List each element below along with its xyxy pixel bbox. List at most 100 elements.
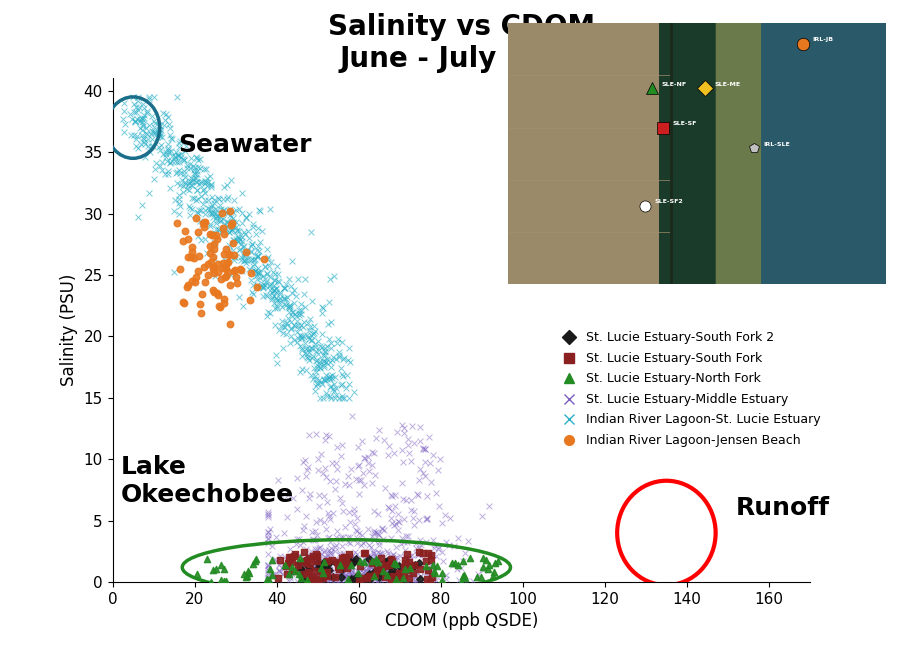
St. Lucie Estuary-South Fork 2 <box>334 572 348 583</box>
Indian River Lagoon-St. Lucie Estuary <box>176 155 191 165</box>
Indian River Lagoon-St. Lucie Estuary <box>204 209 219 219</box>
Indian River Lagoon-St. Lucie Estuary <box>237 250 251 261</box>
Indian River Lagoon-St. Lucie Estuary <box>333 380 347 390</box>
Indian River Lagoon-St. Lucie Estuary <box>158 120 172 131</box>
St. Lucie Estuary-Middle Estuary <box>381 555 395 566</box>
St. Lucie Estuary-Middle Estuary <box>418 471 432 481</box>
St. Lucie Estuary-Middle Estuary <box>336 532 350 542</box>
St. Lucie Estuary-South Fork 2 <box>386 569 400 579</box>
St. Lucie Estuary-Middle Estuary <box>320 549 334 559</box>
St. Lucie Estuary-South Fork 2 <box>374 562 388 573</box>
St. Lucie Estuary-South Fork <box>420 564 435 575</box>
Indian River Lagoon-Jensen Beach <box>176 236 191 247</box>
St. Lucie Estuary-Middle Estuary <box>283 572 297 583</box>
St. Lucie Estuary-Middle Estuary <box>307 570 321 581</box>
St. Lucie Estuary-Middle Estuary <box>354 575 368 585</box>
Indian River Lagoon-St. Lucie Estuary <box>145 126 159 136</box>
St. Lucie Estuary-North Fork <box>476 562 491 573</box>
St. Lucie Estuary-Middle Estuary <box>362 553 376 564</box>
Indian River Lagoon-St. Lucie Estuary <box>139 123 153 133</box>
Indian River Lagoon-St. Lucie Estuary <box>217 254 231 265</box>
Indian River Lagoon-St. Lucie Estuary <box>323 362 338 372</box>
St. Lucie Estuary-Middle Estuary <box>344 569 358 579</box>
St. Lucie Estuary-North Fork <box>486 571 500 581</box>
Indian River Lagoon-St. Lucie Estuary <box>293 320 308 330</box>
Text: Seawater: Seawater <box>178 133 311 157</box>
St. Lucie Estuary-South Fork <box>424 549 438 560</box>
Indian River Lagoon-St. Lucie Estuary <box>178 146 193 156</box>
St. Lucie Estuary-Middle Estuary <box>420 513 435 524</box>
Indian River Lagoon-St. Lucie Estuary <box>200 173 214 183</box>
Indian River Lagoon-St. Lucie Estuary <box>142 94 157 105</box>
Indian River Lagoon-St. Lucie Estuary <box>324 343 338 353</box>
Indian River Lagoon-St. Lucie Estuary <box>293 331 308 341</box>
Indian River Lagoon-St. Lucie Estuary <box>129 102 143 112</box>
Indian River Lagoon-St. Lucie Estuary <box>128 116 142 127</box>
Indian River Lagoon-St. Lucie Estuary <box>199 177 213 187</box>
Indian River Lagoon-St. Lucie Estuary <box>256 270 270 281</box>
St. Lucie Estuary-South Fork <box>281 557 295 568</box>
St. Lucie Estuary-Middle Estuary <box>302 574 317 584</box>
St. Lucie Estuary-Middle Estuary <box>334 570 348 580</box>
St. Lucie Estuary-Middle Estuary <box>337 574 351 584</box>
St. Lucie Estuary-South Fork <box>401 572 416 583</box>
Indian River Lagoon-Jensen Beach <box>194 308 209 318</box>
St. Lucie Estuary-Middle Estuary <box>365 478 380 489</box>
St. Lucie Estuary-South Fork <box>291 560 305 570</box>
Indian River Lagoon-St. Lucie Estuary <box>208 239 222 249</box>
St. Lucie Estuary-Middle Estuary <box>329 568 344 578</box>
Indian River Lagoon-St. Lucie Estuary <box>293 341 308 351</box>
St. Lucie Estuary-Middle Estuary <box>381 450 395 460</box>
Indian River Lagoon-St. Lucie Estuary <box>135 129 149 140</box>
St. Lucie Estuary-Middle Estuary <box>370 554 384 564</box>
St. Lucie Estuary-Middle Estuary <box>274 563 289 574</box>
Indian River Lagoon-St. Lucie Estuary <box>238 229 252 239</box>
Indian River Lagoon-St. Lucie Estuary <box>315 379 329 389</box>
St. Lucie Estuary-Middle Estuary <box>394 538 409 549</box>
Indian River Lagoon-St. Lucie Estuary <box>335 369 349 379</box>
Indian River Lagoon-St. Lucie Estuary <box>302 355 316 366</box>
Y-axis label: Salinity (PSU): Salinity (PSU) <box>59 274 77 387</box>
St. Lucie Estuary-Middle Estuary <box>400 495 414 506</box>
Indian River Lagoon-St. Lucie Estuary <box>317 355 331 366</box>
St. Lucie Estuary-North Fork <box>436 568 450 579</box>
Indian River Lagoon-St. Lucie Estuary <box>248 266 262 276</box>
Indian River Lagoon-St. Lucie Estuary <box>327 379 341 389</box>
Indian River Lagoon-St. Lucie Estuary <box>273 287 287 298</box>
St. Lucie Estuary-Middle Estuary <box>329 441 344 452</box>
St. Lucie Estuary-Middle Estuary <box>362 565 376 576</box>
Indian River Lagoon-St. Lucie Estuary <box>235 188 249 198</box>
Indian River Lagoon-St. Lucie Estuary <box>184 203 199 214</box>
St. Lucie Estuary-Middle Estuary <box>401 448 416 458</box>
St. Lucie Estuary-Middle Estuary <box>332 568 347 578</box>
Indian River Lagoon-St. Lucie Estuary <box>203 207 218 217</box>
Indian River Lagoon-St. Lucie Estuary <box>134 117 148 128</box>
St. Lucie Estuary-Middle Estuary <box>269 532 284 542</box>
St. Lucie Estuary-Middle Estuary <box>328 542 342 553</box>
St. Lucie Estuary-Middle Estuary <box>261 534 275 544</box>
Indian River Lagoon-St. Lucie Estuary <box>137 110 151 120</box>
Indian River Lagoon-St. Lucie Estuary <box>236 301 250 311</box>
St. Lucie Estuary-Middle Estuary <box>322 553 337 563</box>
Indian River Lagoon-St. Lucie Estuary <box>238 212 253 222</box>
Indian River Lagoon-St. Lucie Estuary <box>134 114 148 124</box>
Indian River Lagoon-St. Lucie Estuary <box>136 133 150 143</box>
St. Lucie Estuary-Middle Estuary <box>372 425 386 436</box>
St. Lucie Estuary-Middle Estuary <box>408 570 422 580</box>
Indian River Lagoon-St. Lucie Estuary <box>304 343 319 353</box>
St. Lucie Estuary-South Fork <box>279 560 293 571</box>
Text: Lake
Okeechobee: Lake Okeechobee <box>121 455 293 508</box>
St. Lucie Estuary-South Fork 2 <box>348 576 363 587</box>
Indian River Lagoon-St. Lucie Estuary <box>323 382 338 392</box>
Indian River Lagoon-St. Lucie Estuary <box>151 131 166 141</box>
Indian River Lagoon-St. Lucie Estuary <box>320 318 335 329</box>
Indian River Lagoon-St. Lucie Estuary <box>212 215 227 226</box>
FancyBboxPatch shape <box>497 15 690 292</box>
St. Lucie Estuary-Middle Estuary <box>303 567 318 577</box>
St. Lucie Estuary-North Fork <box>491 555 506 566</box>
St. Lucie Estuary-Middle Estuary <box>430 544 445 555</box>
St. Lucie Estuary-Middle Estuary <box>392 569 407 579</box>
St. Lucie Estuary-Middle Estuary <box>369 561 383 572</box>
Indian River Lagoon-St. Lucie Estuary <box>203 182 218 192</box>
St. Lucie Estuary-Middle Estuary <box>328 484 342 494</box>
